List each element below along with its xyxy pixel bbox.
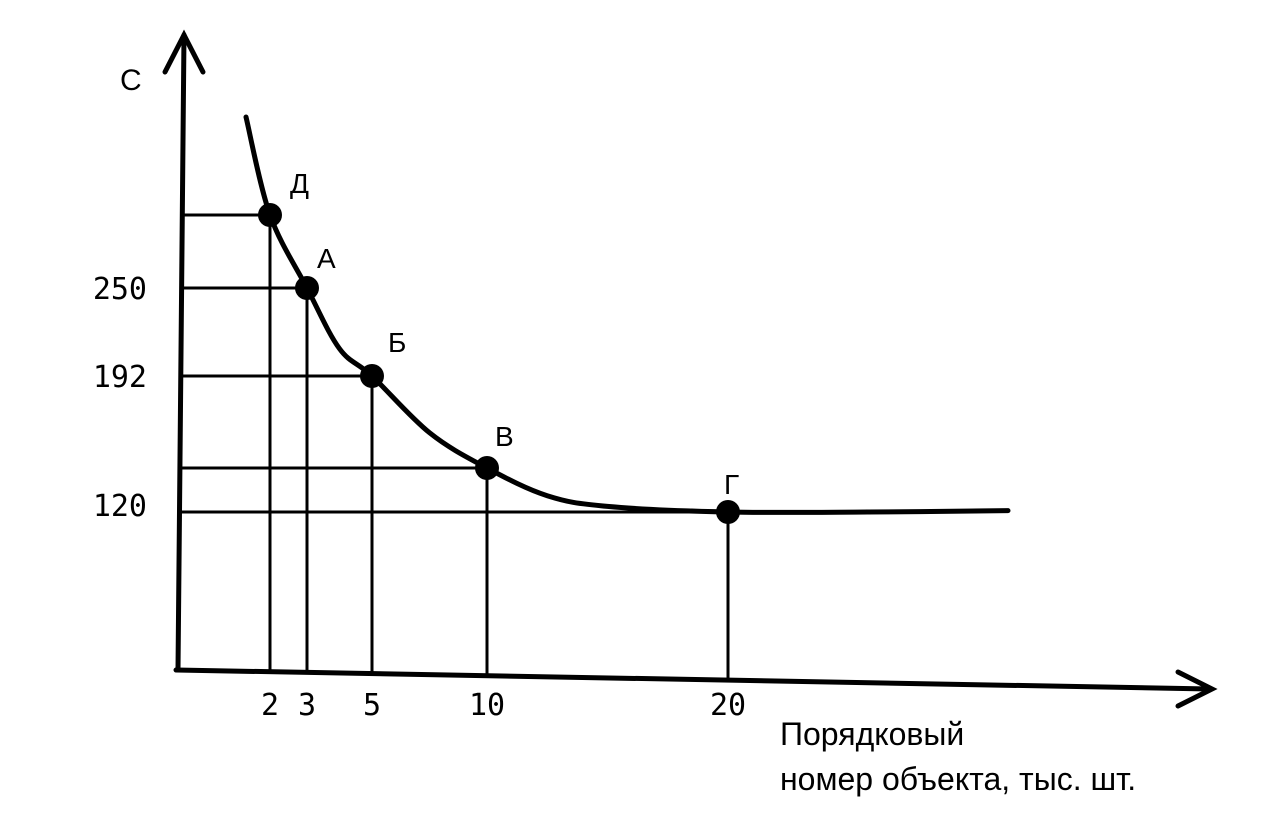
x-tick-labels: 2 3 5 10 20: [261, 688, 746, 723]
point-label-0: Д: [290, 168, 309, 199]
x-axis: [173, 667, 1213, 692]
y-axis-label: С: [120, 64, 142, 97]
x-tick-label-0: 2: [261, 688, 279, 723]
point-label-4: Г: [724, 469, 739, 500]
data-point-2: [360, 364, 384, 388]
y-tick-label-2: 120: [93, 489, 147, 524]
x-axis-arrow: [1175, 669, 1218, 709]
x-axis-label-line-2: номер объекта, тыс. шт.: [780, 761, 1136, 797]
x-tick-label-1: 3: [298, 688, 316, 723]
data-point-3: [475, 456, 499, 480]
y-tick-label-0: 250: [93, 272, 147, 307]
y-axis: [175, 32, 187, 673]
x-axis-label-line-1: Порядковый: [780, 716, 964, 752]
x-tick-label-2: 5: [363, 688, 381, 723]
point-label-1: А: [317, 243, 336, 274]
point-label-3: В: [495, 421, 514, 452]
curve-layer: [243, 114, 1011, 515]
points-layer: Д А Б В Г: [258, 168, 740, 524]
x-tick-label-3: 10: [469, 688, 505, 723]
data-point-1: [295, 276, 319, 300]
y-tick-labels: 250 192 120: [93, 272, 147, 524]
data-point-4: [716, 500, 740, 524]
cost-curve: [243, 114, 1011, 515]
y-tick-label-1: 192: [93, 360, 147, 395]
guide-lines: [179, 213, 730, 681]
y-axis-arrow: [162, 29, 206, 75]
x-tick-label-4: 20: [710, 688, 746, 723]
data-point-0: [258, 203, 282, 227]
axes: [162, 29, 1218, 709]
point-label-2: Б: [388, 327, 406, 358]
